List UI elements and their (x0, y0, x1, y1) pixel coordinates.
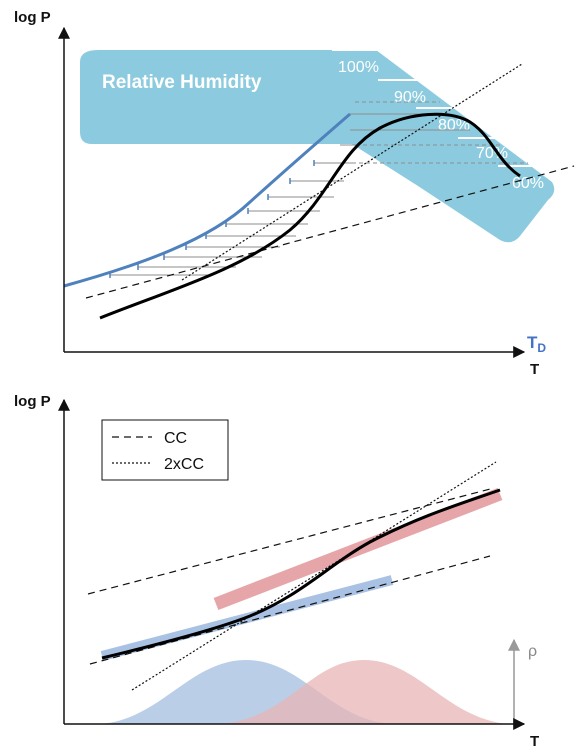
2xcc-line-bottom (131, 461, 497, 691)
bottom-y-axis-label: log P (14, 393, 51, 410)
cc-line-top (85, 165, 575, 299)
humidity-level-100: 100% (338, 59, 379, 76)
humidity-level-90: 90% (394, 89, 426, 106)
legend-box (101, 419, 229, 481)
legend: CC 2xCC (101, 419, 229, 481)
dewpoint-ticks (109, 160, 315, 278)
humidity-level-60: 60% (512, 175, 544, 192)
precip-curve-top (99, 112, 521, 320)
legend-label-cc: CC (164, 430, 187, 447)
humidity-band (80, 50, 555, 243)
top-x-axis-label: T (530, 361, 539, 378)
2xcc-line-top (181, 63, 523, 281)
top-panel: Relative Humidity 100% 90% 80% 70% 60% (14, 9, 575, 378)
bottom-panel: ρ log P T CC 2xCC (14, 393, 539, 750)
humidity-title: Relative Humidity (102, 72, 262, 93)
legend-label-2xcc: 2xCC (164, 456, 204, 473)
cc-line-bottom-lower (89, 555, 491, 665)
cc-line-bottom-upper (87, 487, 495, 595)
hatch-lines-dashed (352, 101, 528, 164)
rho-label: ρ (528, 643, 537, 660)
precip-curve-bottom (101, 488, 501, 660)
top-y-axis-label: log P (14, 9, 51, 26)
dewpoint-curve (63, 112, 351, 288)
bottom-x-axis-label: T (530, 733, 539, 750)
td-label: TD (527, 333, 546, 355)
red-distribution (220, 660, 508, 724)
